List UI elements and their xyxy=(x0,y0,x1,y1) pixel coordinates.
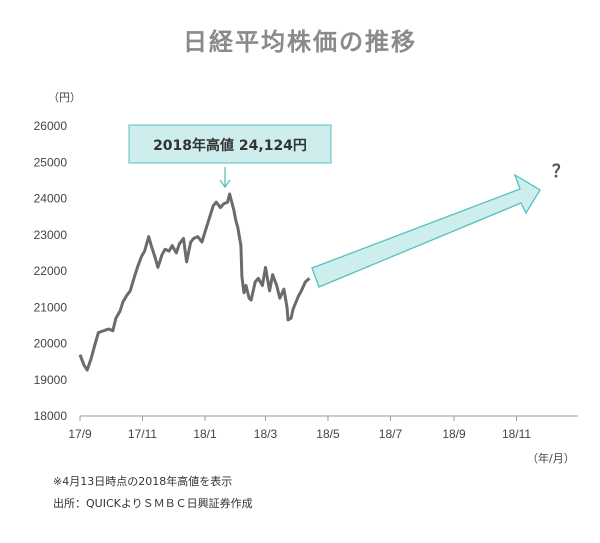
forecast-arrow xyxy=(311,173,541,288)
x-tick-label: 17/11 xyxy=(128,427,157,441)
y-tick-label: 20000 xyxy=(34,337,68,351)
callout-label: 2018年高値 24,124円 xyxy=(153,137,307,154)
high-callout: 2018年高値 24,124円 xyxy=(128,124,332,189)
x-tick-label: 18/1 xyxy=(193,427,217,441)
source-note: 出所：QUICKよりＳＭＢＣ日興証券作成 xyxy=(53,497,253,510)
question-mark: ？ xyxy=(552,162,569,182)
x-tick-label: 18/3 xyxy=(254,427,278,441)
y-tick-label: 24000 xyxy=(34,192,68,206)
callout-pointer xyxy=(219,167,231,189)
x-tick-label: 18/9 xyxy=(442,427,466,441)
y-axis-unit: （円） xyxy=(48,91,81,104)
y-tick-label: 21000 xyxy=(34,300,68,314)
y-tick-label: 26000 xyxy=(34,119,68,133)
y-tick-label: 25000 xyxy=(34,155,68,169)
x-axis-unit: （年/月） xyxy=(527,451,575,465)
y-tick-label: 22000 xyxy=(34,264,68,278)
callout-box xyxy=(128,124,332,164)
y-axis-ticks: 18000 19000 20000 21000 22000 23000 24000 25000… xyxy=(34,119,68,423)
x-tick-label: 17/9 xyxy=(68,427,92,441)
footnote: ※4月13日時点の2018年高値を表示 xyxy=(53,475,233,488)
y-tick-label: 19000 xyxy=(34,373,68,387)
x-tick-label: 18/5 xyxy=(316,427,340,441)
x-tick-label: 18/7 xyxy=(379,427,403,441)
x-axis-ticks: 17/9 17/11 18/1 18/3 18/5 18/7 18/9 18/11 xyxy=(68,416,531,441)
y-tick-label: 23000 xyxy=(34,228,68,242)
x-tick-label: 18/11 xyxy=(502,427,531,441)
y-tick-label: 18000 xyxy=(34,409,68,423)
series-line-nikkei xyxy=(78,192,311,372)
page-title: 日経平均株価の推移 xyxy=(183,28,417,56)
